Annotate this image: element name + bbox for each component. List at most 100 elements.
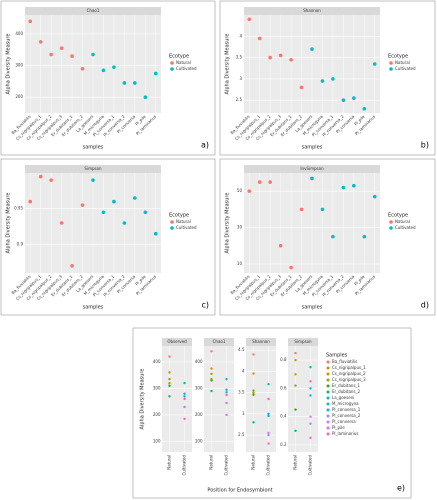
- point: [309, 366, 312, 369]
- legend-label: Natural: [176, 219, 191, 224]
- y-tick-label: 0.4: [280, 414, 287, 419]
- strip: [244, 165, 380, 173]
- y-tick-label: 4.5: [238, 347, 245, 352]
- strip-title: Chao1: [87, 8, 100, 13]
- point: [267, 433, 270, 437]
- point: [112, 199, 116, 204]
- point: [252, 391, 255, 394]
- point: [331, 234, 335, 239]
- y-tick-label: 0.95: [14, 206, 23, 211]
- legend-swatch: [326, 414, 330, 418]
- legend-swatch: [389, 67, 393, 71]
- legend-swatch: [326, 420, 330, 424]
- point: [267, 412, 270, 416]
- point: [352, 96, 356, 100]
- strip: [244, 7, 380, 15]
- y-tick-label: 400: [15, 31, 23, 36]
- point: [309, 415, 312, 418]
- y-tick-label: 0.8: [280, 357, 287, 362]
- point: [210, 350, 213, 353]
- legend-label: Ba_fluviatilis: [332, 359, 357, 364]
- y-axis-label: Alpha Diversity Measure: [225, 193, 231, 254]
- panel-label: e): [397, 484, 405, 493]
- point: [168, 395, 171, 398]
- y-tick-label: 10: [237, 261, 243, 266]
- point: [352, 183, 356, 188]
- point: [210, 379, 213, 382]
- legend-label: Natural: [176, 60, 191, 65]
- y-tick-label: 0.6: [280, 385, 287, 390]
- point: [38, 174, 43, 179]
- point: [59, 221, 64, 225]
- x-axis-label: Position for Endosymbiont: [207, 488, 272, 494]
- point: [320, 79, 325, 83]
- y-axis-label: Alpha Diversity Measure: [6, 193, 12, 254]
- point: [289, 57, 293, 62]
- point: [80, 203, 85, 207]
- point: [247, 189, 252, 193]
- strip-title: Chao1: [213, 339, 226, 344]
- point: [91, 52, 95, 57]
- strip: [25, 7, 161, 15]
- point: [362, 106, 367, 111]
- point: [257, 36, 262, 41]
- legend-swatch: [326, 360, 330, 364]
- legend-label: M_microgyna: [332, 401, 359, 406]
- y-tick-label: 400: [195, 359, 203, 364]
- panel-label: a): [201, 141, 209, 150]
- point: [70, 264, 74, 268]
- legend-swatch: [326, 426, 330, 430]
- x-tick-label: Cultivated: [308, 455, 313, 476]
- point: [49, 178, 53, 182]
- point: [278, 243, 283, 248]
- y-tick-label: 3: [239, 76, 242, 81]
- point: [122, 81, 127, 85]
- x-tick-label: Cultivated: [224, 455, 229, 476]
- point: [320, 207, 325, 212]
- legend-swatch: [326, 408, 330, 412]
- point: [362, 234, 367, 239]
- point: [38, 40, 43, 44]
- point: [247, 17, 252, 22]
- point: [225, 393, 228, 397]
- point: [294, 351, 297, 355]
- point: [183, 417, 186, 421]
- panel-frame: [0, 158, 216, 316]
- x-axis-label: samples: [83, 305, 104, 311]
- point: [294, 408, 297, 411]
- point: [59, 46, 64, 50]
- strip-title: Simpson: [84, 166, 102, 171]
- x-tick-label: Natural: [293, 455, 298, 470]
- point: [153, 231, 158, 236]
- legend-label: Cs_nigripalpus_1: [332, 365, 366, 370]
- legend-label: Pl_pile: [332, 425, 345, 430]
- legend-swatch: [389, 220, 393, 224]
- point: [267, 414, 270, 418]
- point: [168, 371, 171, 374]
- legend-label: Cultivated: [176, 225, 197, 230]
- legend-title: Ecotype: [388, 213, 408, 219]
- legend-label: Cultivated: [395, 225, 416, 230]
- point: [91, 178, 95, 182]
- point: [183, 381, 186, 385]
- legend-label: Pl_conversa: [332, 419, 356, 424]
- point: [168, 355, 171, 358]
- legend-swatch: [326, 402, 330, 406]
- point: [28, 19, 33, 24]
- point: [28, 199, 33, 204]
- plot-bg: [204, 346, 234, 452]
- legend-label: Cultivated: [395, 66, 416, 71]
- point: [252, 393, 255, 396]
- point: [294, 429, 297, 432]
- y-tick-label: 0.9: [17, 241, 24, 246]
- y-tick-label: 2.5: [236, 97, 243, 102]
- point: [168, 384, 171, 387]
- legend-swatch: [326, 396, 330, 400]
- point: [143, 210, 148, 215]
- legend-swatch: [389, 61, 393, 65]
- legend-label: Cs_nigripalpus_3: [332, 377, 366, 382]
- point: [49, 52, 53, 57]
- legend-swatch: [170, 61, 174, 65]
- point: [310, 176, 314, 181]
